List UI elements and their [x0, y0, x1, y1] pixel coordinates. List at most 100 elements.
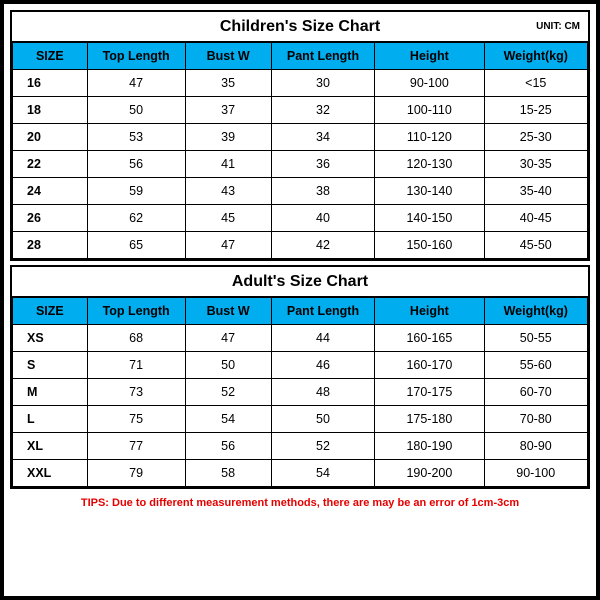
adult-cell: 44	[271, 325, 375, 352]
children-cell: 40-45	[484, 205, 588, 232]
children-title-row: Children's Size Chart UNIT: CM	[12, 12, 588, 42]
adult-cell: 90-100	[484, 460, 588, 487]
children-cell: 56	[87, 151, 185, 178]
tips-text: TIPS: Due to different measurement metho…	[10, 493, 590, 511]
children-cell: 150-160	[375, 232, 484, 259]
children-cell: 45-50	[484, 232, 588, 259]
adult-cell: XXL	[13, 460, 88, 487]
adult-cell: 68	[87, 325, 185, 352]
adult-cell: 47	[185, 325, 271, 352]
adult-cell: 56	[185, 433, 271, 460]
adult-row: XL775652180-19080-90	[13, 433, 588, 460]
children-cell: 30	[271, 70, 375, 97]
col-top: Top Length	[87, 298, 185, 325]
adult-cell: S	[13, 352, 88, 379]
children-cell: 47	[185, 232, 271, 259]
adult-title-row: Adult's Size Chart	[12, 267, 588, 297]
col-weight: Weight(kg)	[484, 298, 588, 325]
adult-cell: XS	[13, 325, 88, 352]
col-height: Height	[375, 43, 484, 70]
children-cell: 28	[13, 232, 88, 259]
adult-cell: 54	[185, 406, 271, 433]
adult-cell: 48	[271, 379, 375, 406]
adult-header-row: SIZE Top Length Bust W Pant Length Heigh…	[13, 298, 588, 325]
col-weight: Weight(kg)	[484, 43, 588, 70]
children-cell: 50	[87, 97, 185, 124]
children-cell: 59	[87, 178, 185, 205]
adult-cell: 70-80	[484, 406, 588, 433]
children-cell: 140-150	[375, 205, 484, 232]
adult-cell: 54	[271, 460, 375, 487]
children-cell: 34	[271, 124, 375, 151]
adult-cell: 50	[271, 406, 375, 433]
adult-cell: 160-170	[375, 352, 484, 379]
children-cell: 110-120	[375, 124, 484, 151]
adult-cell: 52	[185, 379, 271, 406]
adult-cell: XL	[13, 433, 88, 460]
children-cell: 25-30	[484, 124, 588, 151]
children-cell: 24	[13, 178, 88, 205]
adult-cell: L	[13, 406, 88, 433]
adult-cell: 55-60	[484, 352, 588, 379]
children-table: SIZE Top Length Bust W Pant Length Heigh…	[12, 42, 588, 259]
adult-cell: 80-90	[484, 433, 588, 460]
adult-cell: 180-190	[375, 433, 484, 460]
children-cell: <15	[484, 70, 588, 97]
children-cell: 36	[271, 151, 375, 178]
chart-container: Children's Size Chart UNIT: CM SIZE Top …	[0, 0, 600, 600]
col-size: SIZE	[13, 298, 88, 325]
adult-cell: 160-165	[375, 325, 484, 352]
children-title: Children's Size Chart	[12, 18, 588, 36]
children-cell: 65	[87, 232, 185, 259]
children-cell: 32	[271, 97, 375, 124]
children-cell: 130-140	[375, 178, 484, 205]
adult-cell: 50-55	[484, 325, 588, 352]
col-bust: Bust W	[185, 43, 271, 70]
adult-cell: 170-175	[375, 379, 484, 406]
children-row: 20533934110-12025-30	[13, 124, 588, 151]
children-header-row: SIZE Top Length Bust W Pant Length Heigh…	[13, 43, 588, 70]
children-cell: 15-25	[484, 97, 588, 124]
children-cell: 16	[13, 70, 88, 97]
col-size: SIZE	[13, 43, 88, 70]
adult-cell: 58	[185, 460, 271, 487]
adult-row: M735248170-17560-70	[13, 379, 588, 406]
children-row: 18503732100-11015-25	[13, 97, 588, 124]
unit-label: UNIT: CM	[536, 21, 580, 32]
adult-cell: 190-200	[375, 460, 484, 487]
children-cell: 45	[185, 205, 271, 232]
col-bust: Bust W	[185, 298, 271, 325]
children-cell: 35	[185, 70, 271, 97]
children-cell: 62	[87, 205, 185, 232]
children-table-block: Children's Size Chart UNIT: CM SIZE Top …	[10, 10, 590, 261]
adult-row: S715046160-17055-60	[13, 352, 588, 379]
children-row: 26624540140-15040-45	[13, 205, 588, 232]
adult-cell: 60-70	[484, 379, 588, 406]
adult-cell: 175-180	[375, 406, 484, 433]
adult-cell: 79	[87, 460, 185, 487]
adult-table-block: Adult's Size Chart SIZE Top Length Bust …	[10, 265, 590, 489]
children-cell: 53	[87, 124, 185, 151]
adult-cell: M	[13, 379, 88, 406]
col-top: Top Length	[87, 43, 185, 70]
adult-cell: 77	[87, 433, 185, 460]
adult-title: Adult's Size Chart	[12, 273, 588, 291]
children-row: 22564136120-13030-35	[13, 151, 588, 178]
children-row: 1647353090-100<15	[13, 70, 588, 97]
children-cell: 100-110	[375, 97, 484, 124]
adult-cell: 50	[185, 352, 271, 379]
children-cell: 41	[185, 151, 271, 178]
col-pant: Pant Length	[271, 43, 375, 70]
adult-row: XXL795854190-20090-100	[13, 460, 588, 487]
adult-cell: 73	[87, 379, 185, 406]
children-cell: 35-40	[484, 178, 588, 205]
children-cell: 26	[13, 205, 88, 232]
children-cell: 43	[185, 178, 271, 205]
adult-table: SIZE Top Length Bust W Pant Length Heigh…	[12, 297, 588, 487]
children-cell: 42	[271, 232, 375, 259]
adult-cell: 71	[87, 352, 185, 379]
children-cell: 120-130	[375, 151, 484, 178]
adult-cell: 75	[87, 406, 185, 433]
children-cell: 39	[185, 124, 271, 151]
children-cell: 22	[13, 151, 88, 178]
